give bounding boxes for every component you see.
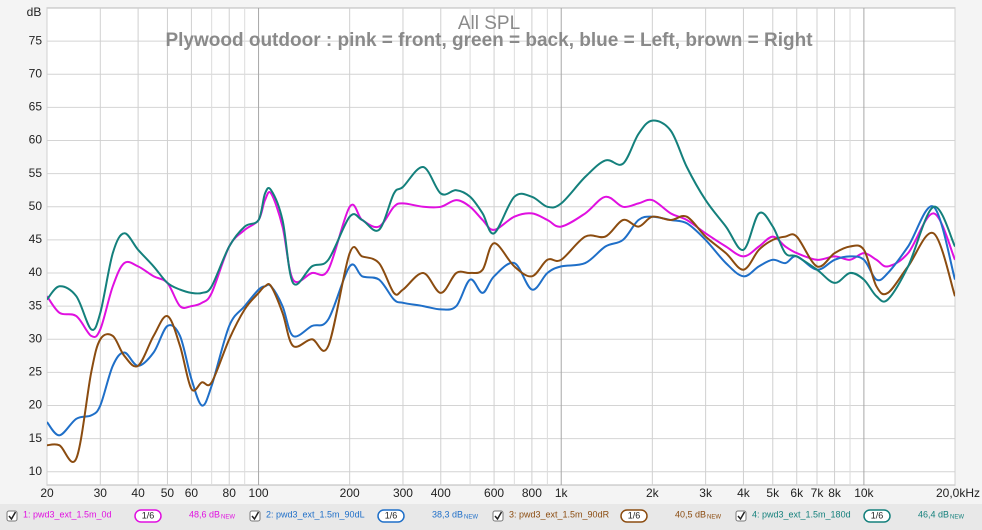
y-tick-label: 15: [29, 431, 43, 445]
x-tick-label: 300: [393, 486, 413, 500]
x-tick-label: 1k: [555, 486, 569, 500]
x-tick-label: 40: [131, 486, 145, 500]
y-tick-label: 60: [29, 133, 43, 147]
legend-level: 46,4 dB: [918, 509, 949, 519]
series-line: [47, 215, 955, 463]
y-tick-label: 75: [29, 33, 43, 47]
legend-badge: NEW: [464, 515, 478, 521]
chart-subtitle: Plywood outdoor : pink = front, green = …: [165, 30, 813, 51]
legend-level: 48,6 dB: [189, 509, 220, 519]
x-tick-label: 20,0kHz: [936, 486, 980, 500]
legend-name: 1: pwd3_ext_1.5m_0d: [23, 509, 112, 519]
legend: 1: pwd3_ext_1.5m_0d 1/6 48,6 dB NEW 2: pwd3_…: [6, 509, 964, 523]
x-tick-label: 20: [40, 486, 54, 500]
y-tick-label: 55: [29, 166, 43, 180]
legend-bar: [0, 504, 982, 530]
series-line: [47, 205, 955, 437]
legend-check: [494, 511, 503, 521]
legend-smoothing-box: [377, 509, 405, 523]
x-tick-label: 4k: [737, 486, 751, 500]
legend-name: 2: pwd3_ext_1.5m_90dL: [266, 509, 365, 519]
legend-smoothing: 1/6: [142, 510, 155, 520]
x-tick-label: 5k: [766, 486, 780, 500]
series-line: [47, 119, 955, 331]
y-axis-label: dB: [27, 5, 42, 19]
chart-title: All SPL: [458, 13, 520, 34]
y-tick-label: 70: [29, 66, 43, 80]
legend-smoothing: 1/6: [385, 510, 398, 520]
legend-smoothing-box: [863, 509, 891, 523]
legend-badge: NEW: [707, 515, 721, 521]
y-tick-label: 65: [29, 100, 43, 114]
legend-level: 40,5 dB: [675, 509, 706, 519]
x-tick-label: 3k: [699, 486, 713, 500]
x-tick-label: 30: [94, 486, 108, 500]
series-line: [47, 191, 955, 338]
y-tick-label: 50: [29, 199, 43, 213]
x-tick-label: 200: [340, 486, 360, 500]
legend-name: 4: pwd3_ext_1.5m_180d: [752, 509, 851, 519]
x-tick-label: 60: [185, 486, 199, 500]
x-tick-label: 10k: [854, 486, 874, 500]
legend-smoothing-box: [134, 509, 162, 523]
x-tick-label: 50: [161, 486, 175, 500]
y-tick-label: 30: [29, 331, 43, 345]
legend-check: [737, 511, 746, 521]
x-tick-label: 600: [484, 486, 504, 500]
y-tick-label: 10: [29, 464, 43, 478]
x-tick-label: 8k: [828, 486, 842, 500]
x-tick-label: 400: [431, 486, 451, 500]
plot-area: [46, 7, 956, 486]
y-tick-label: 40: [29, 265, 43, 279]
legend-smoothing: 1/6: [871, 510, 884, 520]
legend-smoothing-box: [620, 509, 648, 523]
grid: [46, 8, 956, 485]
legend-smoothing: 1/6: [628, 510, 641, 520]
legend-check: [251, 511, 260, 521]
x-tick-label: 800: [522, 486, 542, 500]
legend-name: 3: pwd3_ext_1.5m_90dR: [509, 509, 610, 519]
legend-level: 38,3 dB: [432, 509, 463, 519]
x-tick-label: 7k: [811, 486, 825, 500]
legend-check: [8, 511, 17, 521]
x-tick-label: 6k: [790, 486, 804, 500]
y-tick-label: 25: [29, 365, 43, 379]
legend-badge: NEW: [221, 515, 235, 521]
y-tick-label: 20: [29, 398, 43, 412]
x-tick-label: 100: [249, 486, 269, 500]
curves: [47, 119, 955, 463]
y-tick-label: 35: [29, 298, 43, 312]
x-tick-label: 80: [223, 486, 237, 500]
x-tick-label: 2k: [646, 486, 660, 500]
y-tick-label: 45: [29, 232, 43, 246]
legend-badge: NEW: [950, 515, 964, 521]
